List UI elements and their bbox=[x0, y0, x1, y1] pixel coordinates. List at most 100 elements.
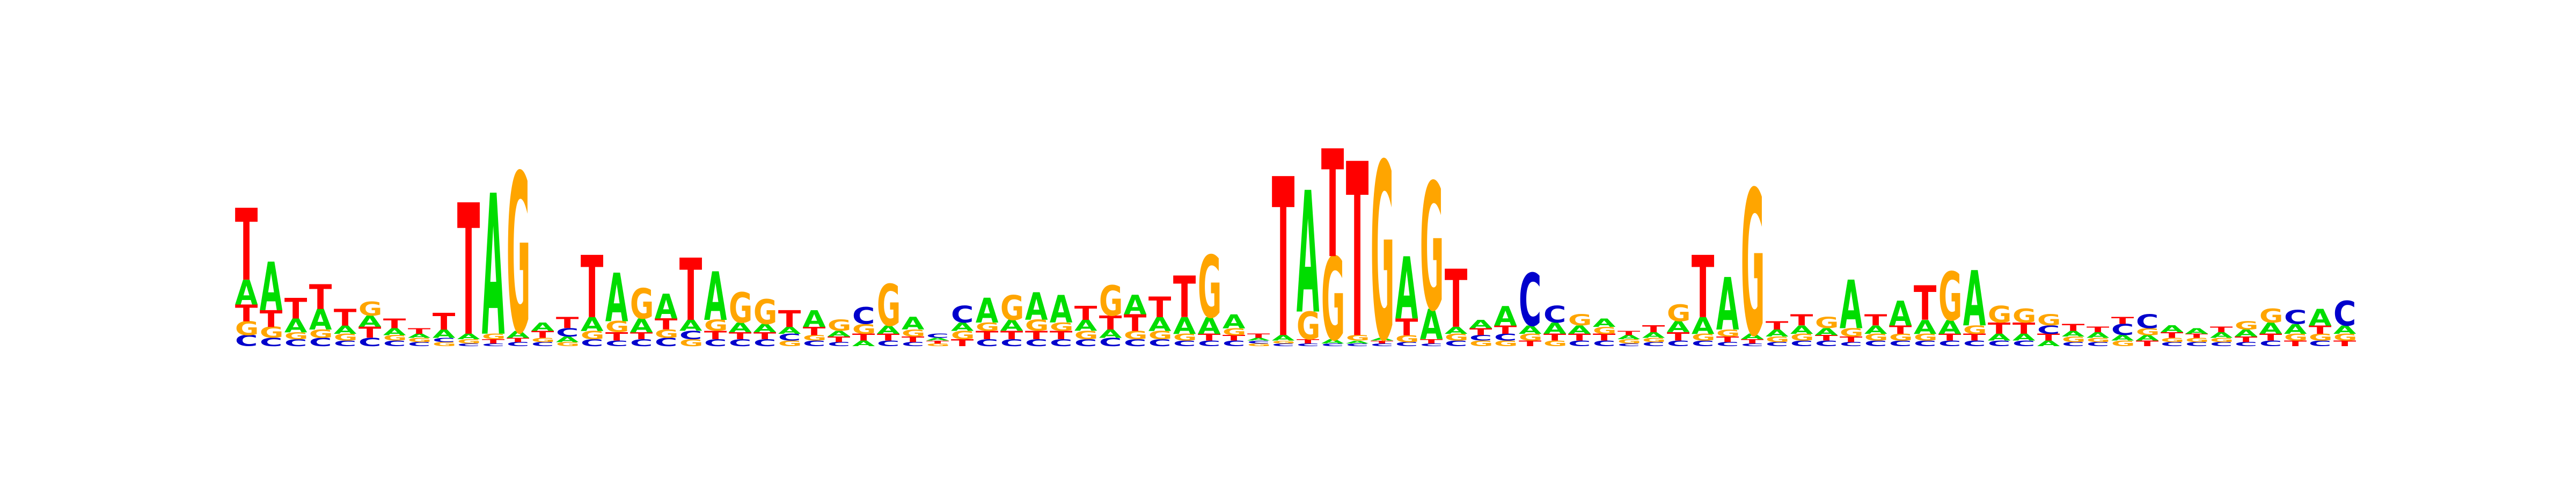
logo-letter-g: G bbox=[852, 321, 876, 337]
logo-letter-g: G bbox=[1346, 334, 1370, 342]
logo-letter-t: T bbox=[284, 292, 308, 325]
logo-letter-t: T bbox=[2037, 332, 2060, 342]
logo-letter-a: A bbox=[2235, 327, 2258, 339]
logo-letter-c: C bbox=[803, 339, 826, 348]
logo-letter-g: G bbox=[433, 341, 457, 348]
logo-letter-a: A bbox=[1593, 316, 1616, 330]
logo-letter-c: C bbox=[1593, 339, 1616, 348]
logo-letter-g: G bbox=[1297, 304, 1321, 348]
logo-letter-t: T bbox=[2062, 322, 2084, 333]
logo-letter-a: A bbox=[902, 313, 925, 334]
logo-letter-t: T bbox=[2161, 331, 2184, 340]
logo-letter-a: A bbox=[2087, 331, 2110, 340]
logo-letter-t: T bbox=[926, 340, 949, 344]
logo-letter-g: G bbox=[1618, 338, 1642, 345]
logo-letter-c: C bbox=[1198, 339, 1221, 348]
logo-letter-t: T bbox=[1395, 314, 1418, 340]
logo-letter-c: C bbox=[2185, 341, 2208, 347]
logo-letter-c: C bbox=[1247, 340, 1270, 344]
logo-letter-a: A bbox=[679, 317, 702, 335]
logo-letter-g: G bbox=[1074, 329, 1099, 342]
logo-letter-t: T bbox=[1593, 332, 1615, 342]
logo-letter-t: T bbox=[1494, 323, 1517, 336]
logo-letter-c: C bbox=[235, 332, 258, 350]
logo-letter-g: G bbox=[1716, 328, 1740, 339]
logo-letter-g: G bbox=[1766, 335, 1790, 343]
logo-letter-g: G bbox=[284, 331, 309, 342]
logo-letter-a: A bbox=[1223, 311, 1246, 333]
logo-letter-c: C bbox=[260, 336, 283, 349]
logo-letter-a: A bbox=[1321, 338, 1344, 345]
logo-letter-g: G bbox=[976, 320, 1000, 334]
logo-letter-c: C bbox=[1297, 342, 1320, 347]
logo-letter-t: T bbox=[2087, 325, 2110, 334]
logo-letter-a: A bbox=[1692, 312, 1715, 339]
logo-letter-t: T bbox=[1025, 328, 1048, 342]
logo-letter-a: A bbox=[976, 291, 999, 331]
logo-letter-c: C bbox=[2284, 306, 2307, 328]
logo-letter-g: G bbox=[1864, 332, 1889, 343]
logo-letter-g: G bbox=[1420, 147, 1444, 350]
logo-letter-c: C bbox=[2309, 339, 2332, 348]
logo-letter-g: G bbox=[383, 334, 407, 342]
logo-letter-c: C bbox=[1667, 339, 1690, 348]
logo-letter-t: T bbox=[729, 331, 751, 341]
logo-letter-c: C bbox=[1445, 339, 1468, 348]
logo-letter-t: T bbox=[507, 337, 530, 343]
logo-letter-t: T bbox=[679, 241, 702, 340]
logo-letter-t: T bbox=[1297, 338, 1320, 345]
logo-letter-g: G bbox=[2210, 337, 2234, 343]
logo-letter-a: A bbox=[1741, 332, 1764, 341]
logo-letter-a: A bbox=[457, 332, 480, 341]
logo-letter-a: A bbox=[1198, 312, 1221, 339]
logo-letter-g: G bbox=[1272, 340, 1296, 344]
logo-letter-a: A bbox=[556, 335, 579, 344]
logo-letter-t: T bbox=[2111, 315, 2134, 326]
logo-letter-a: A bbox=[803, 305, 826, 332]
logo-letter-g: G bbox=[902, 328, 926, 339]
logo-letter-c: C bbox=[1050, 338, 1073, 349]
logo-letter-a: A bbox=[1815, 326, 1838, 338]
logo-letter-a: A bbox=[334, 323, 357, 336]
logo-letter-t: T bbox=[951, 338, 974, 348]
logo-letter-t: T bbox=[1938, 332, 1961, 342]
logo-letter-a: A bbox=[1099, 327, 1123, 341]
logo-letter-a: A bbox=[1469, 318, 1493, 331]
logo-letter-c: C bbox=[1000, 338, 1023, 349]
logo-letter-t: T bbox=[1000, 328, 1023, 342]
logo-letter-a: A bbox=[2259, 320, 2282, 338]
logo-letter-g: G bbox=[1938, 258, 1963, 336]
logo-letter-a: A bbox=[605, 260, 628, 338]
logo-letter-g: G bbox=[1173, 332, 1197, 343]
logo-letter-g: G bbox=[2136, 326, 2160, 338]
logo-letter-t: T bbox=[877, 332, 899, 342]
logo-letter-c: C bbox=[2136, 311, 2159, 333]
logo-letter-a: A bbox=[1914, 316, 1937, 338]
logo-letter-a: A bbox=[2161, 324, 2184, 335]
logo-letter-t: T bbox=[1445, 253, 1468, 346]
logo-letter-c: C bbox=[507, 341, 530, 347]
logo-letter-c: C bbox=[1519, 259, 1542, 343]
logo-letter-t: T bbox=[1198, 332, 1220, 342]
logo-letter-c: C bbox=[358, 336, 382, 349]
logo-letter-t: T bbox=[2185, 333, 2208, 339]
